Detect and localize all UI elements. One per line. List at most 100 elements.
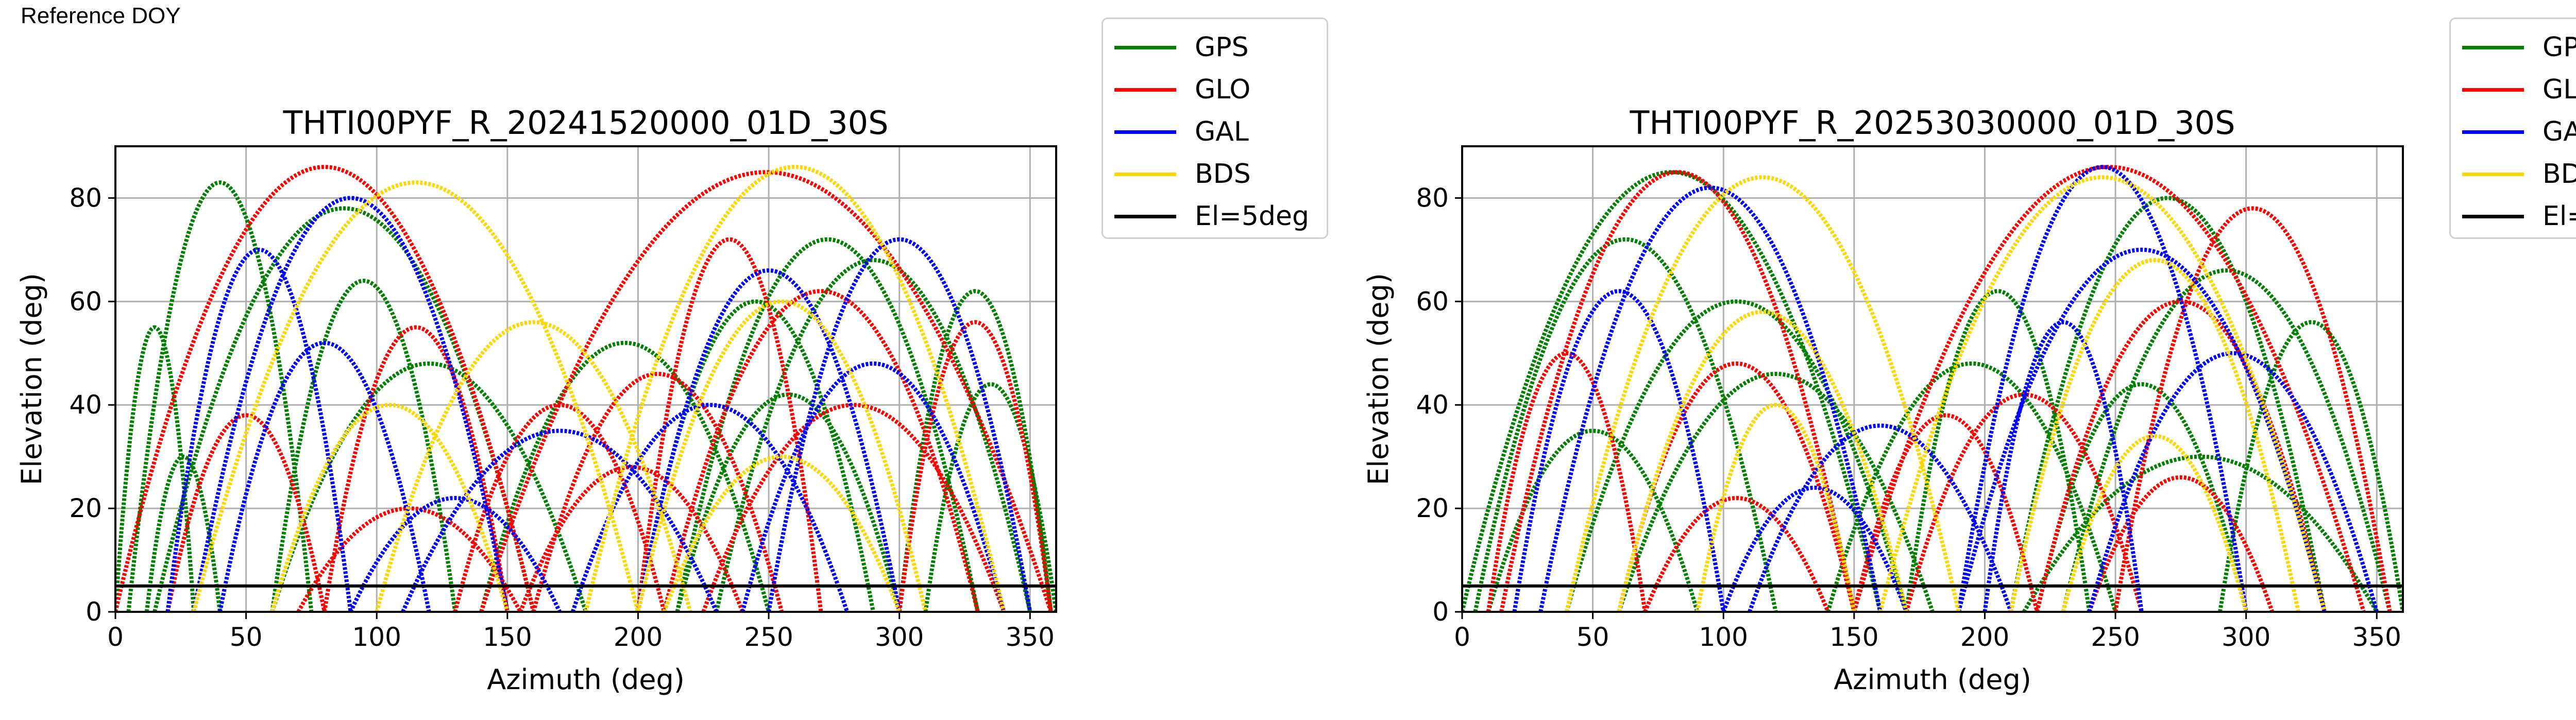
x-tick-label: 150: [483, 622, 532, 652]
legend-label-glo: GLO: [1195, 74, 1251, 105]
legend-line-bds: [2462, 172, 2524, 176]
legend-label-bds: BDS: [1195, 159, 1251, 190]
legend-label-bds: BDS: [2543, 159, 2576, 190]
x-tick-label: 100: [1699, 622, 1748, 652]
legend-label-gal: GAL: [1195, 116, 1249, 147]
arc-gps: [1473, 237, 1778, 612]
x-tick-label: 200: [614, 622, 663, 652]
arc-gps: [2217, 320, 2403, 612]
arc-gps: [1826, 361, 2117, 612]
y-tick-label: 60: [1416, 286, 1449, 316]
legend-item-bds: BDS: [1114, 153, 1313, 195]
arc-glo: [701, 403, 1006, 612]
y-axis-label: Elevation (deg): [1362, 273, 1395, 485]
arc-bds: [2061, 434, 2248, 612]
x-tick-label: 350: [2352, 622, 2401, 652]
y-tick-label: 40: [69, 390, 102, 420]
x-tick-label: 300: [2222, 622, 2270, 652]
legend-line-gps: [1114, 45, 1176, 49]
legend-item-glo: GLO: [2462, 68, 2576, 111]
legend-item-gal: GAL: [2462, 111, 2576, 153]
arcs-group: [1462, 165, 2403, 612]
y-tick-label: 20: [69, 493, 102, 523]
legend-line-gal: [2462, 130, 2524, 134]
legend-chart-2: GPS GLO GAL BDS El=5deg: [2449, 18, 2576, 239]
legend-item-glo: GLO: [1114, 68, 1313, 111]
arc-gps: [479, 340, 771, 612]
arc-gal: [1956, 248, 2327, 612]
arc-glo: [662, 289, 980, 612]
legend-label-gps: GPS: [1195, 32, 1249, 63]
x-tick-label: 100: [352, 622, 401, 652]
x-tick-label: 150: [1829, 622, 1878, 652]
legend-line-el5: [2462, 214, 2524, 218]
arc-bds: [375, 320, 692, 612]
arcs-group: [115, 165, 1056, 612]
legend-item-bds: BDS: [2462, 153, 2576, 195]
arc-gps: [270, 279, 457, 612]
x-tick-label: 0: [107, 622, 124, 652]
arc-gps: [1617, 372, 1935, 612]
arc-glo: [479, 170, 1053, 612]
legend-label-gps: GPS: [2543, 32, 2576, 63]
arc-bds: [2009, 258, 2301, 612]
legend-label-el5: El=5deg: [1195, 201, 1309, 232]
arc-glo: [897, 320, 1053, 612]
reference-doy-label: Reference DOY: [21, 3, 181, 28]
arc-gal: [1956, 165, 2248, 612]
arc-glo: [636, 237, 823, 612]
arc-bds: [584, 165, 1006, 612]
x-tick-label: 250: [744, 622, 793, 652]
arc-glo: [1852, 165, 2366, 612]
arc-bds: [1695, 403, 1856, 612]
chart-title: THTI00PYF_R_20253030000_01D_30S: [1630, 104, 2235, 142]
arc-bds: [662, 454, 902, 612]
arc-bds: [1878, 175, 2327, 612]
x-tick-label: 200: [1960, 622, 2009, 652]
legend-label-glo: GLO: [2543, 74, 2576, 105]
plot-frame: [1461, 145, 2404, 613]
x-tick-label: 0: [1454, 622, 1470, 652]
legend-label-gal: GAL: [2543, 116, 2576, 147]
arc-gps: [270, 361, 588, 612]
y-tick-label: 80: [69, 183, 102, 213]
legend-line-gps: [2462, 45, 2524, 49]
legend-line-glo: [1114, 88, 1176, 92]
arc-glo: [1499, 170, 1856, 612]
arc-bds: [270, 403, 510, 612]
legend-item-el5: El=5deg: [1114, 195, 1313, 237]
arc-bds: [636, 299, 928, 612]
arc-gps: [2009, 196, 2327, 612]
arc-glo: [518, 465, 745, 612]
arc-gps: [1904, 289, 2092, 612]
arc-gps: [2022, 454, 2379, 612]
legend-item-gps: GPS: [2462, 26, 2576, 68]
arc-gal: [165, 248, 353, 612]
y-tick-label: 80: [1416, 183, 1449, 213]
legend-chart-1: GPS GLO GAL BDS El=5deg: [1101, 18, 1328, 239]
arc-bds: [192, 180, 640, 612]
legend-line-glo: [2462, 88, 2524, 92]
y-tick-label: 40: [1416, 390, 1449, 420]
arc-glo: [2113, 206, 2392, 612]
legend-line-el5: [1114, 214, 1176, 218]
y-tick-label: 0: [86, 597, 102, 627]
x-axis-label: Azimuth (deg): [487, 663, 685, 696]
arc-glo: [165, 413, 327, 612]
arc-glo: [1486, 351, 1648, 612]
arc-glo: [2087, 475, 2275, 612]
x-tick-label: 300: [875, 622, 924, 652]
x-axis-label: Azimuth (deg): [1834, 663, 2031, 696]
arc-glo: [1617, 362, 1856, 612]
arc-glo: [322, 325, 510, 612]
x-tick-label: 250: [2091, 622, 2140, 652]
arc-gal: [192, 196, 510, 612]
legend-line-gal: [1114, 130, 1176, 134]
arc-gal: [348, 496, 562, 612]
arc-glo: [1643, 496, 1830, 612]
legend-item-gps: GPS: [1114, 26, 1313, 68]
legend-item-gal: GAL: [1114, 111, 1313, 153]
arc-gal: [1748, 423, 2013, 612]
arc-gal: [767, 237, 1032, 612]
